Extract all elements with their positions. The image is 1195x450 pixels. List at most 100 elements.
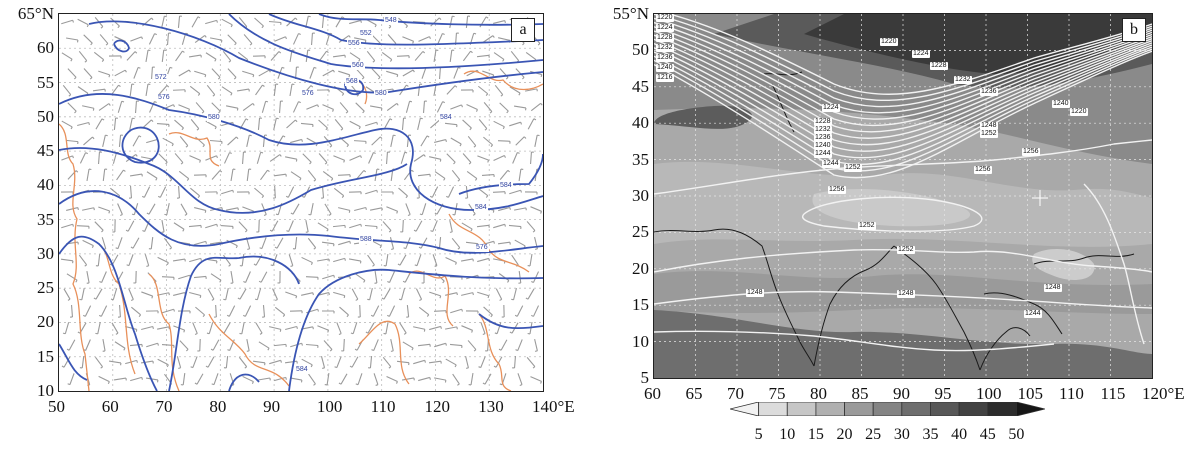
x-tick-label: 95	[934, 384, 952, 403]
x-tick-label: 70	[727, 384, 744, 403]
contour-label: 1244	[1024, 310, 1042, 318]
x-tick-label: 90	[893, 384, 910, 403]
x-tick-label: 75	[768, 384, 786, 403]
contour-label: 1224	[822, 104, 840, 112]
colorbar-tick-label: 30	[893, 426, 910, 443]
colorbar-tick-label: 10	[779, 426, 796, 443]
colorbar-bin	[758, 402, 788, 416]
colorbar-tick-label: 20	[836, 426, 853, 443]
x-tick-label: 100	[316, 397, 343, 416]
x-tick-label: 80	[209, 397, 227, 416]
coastline	[893, 245, 981, 371]
wind-speed-shading	[1032, 249, 1095, 280]
colorbar-bin	[872, 402, 903, 416]
height-contour	[228, 373, 260, 391]
height-contour	[113, 39, 130, 53]
y-tick-label: 35	[37, 209, 54, 229]
height-contour	[654, 42, 1152, 152]
contour-label: 576	[475, 244, 489, 252]
x-tick-label: 115	[1100, 384, 1126, 403]
colorbar-bin	[786, 402, 817, 416]
contour-label: 1232	[954, 76, 972, 84]
coastline	[654, 228, 815, 367]
contour-label: 1236	[814, 134, 832, 142]
height-contour	[654, 40, 1152, 146]
height-contour	[654, 21, 1152, 114]
y-tick-label: 20	[37, 312, 54, 332]
contour-label: 588	[359, 236, 373, 244]
panel-a-tag: a	[511, 18, 535, 42]
contour-label: 1256	[974, 166, 992, 174]
terrain-contour	[59, 123, 90, 391]
y-tick-label: 45	[37, 141, 54, 161]
height-contour	[654, 48, 1152, 172]
colorbar-tick-label: 45	[979, 426, 996, 443]
contour-label: 1220	[880, 38, 898, 46]
y-tick-label: 25	[37, 278, 54, 298]
contour-label: 584	[439, 114, 453, 122]
contour-label: 1248	[897, 290, 915, 298]
y-tick-label: 20	[632, 258, 649, 278]
terrain-contour	[168, 132, 220, 167]
colorbar-tick-label: 35	[922, 426, 939, 443]
x-tick-label: 130	[478, 397, 504, 416]
contour-label: 556	[347, 40, 361, 48]
contour-label: 1236	[980, 88, 998, 96]
y-tick-label: 30	[632, 186, 649, 205]
panel-b-tag: b	[1122, 18, 1146, 42]
contour-label: 576	[301, 90, 315, 98]
x-tick-label: 60	[644, 384, 661, 403]
contour-label: 1248	[1044, 284, 1062, 292]
colorbar-bin	[1015, 402, 1045, 416]
colorbar-bin	[844, 402, 874, 416]
height-contour	[59, 343, 88, 381]
contour-label: 560	[351, 62, 365, 70]
height-contour	[268, 14, 543, 46]
y-tick-label: 60	[37, 38, 54, 58]
colorbar	[730, 402, 1045, 416]
y-tick-label: 30	[37, 243, 54, 263]
x-tick-label: 120°E	[1142, 384, 1185, 403]
height-contour	[654, 139, 1152, 195]
contour-label: 1224	[912, 50, 930, 58]
panel-b: 55°N 50 45 40 35 30 25 20 15 10 5 60 65 70 75 80 85 90 95…	[595, 0, 1195, 450]
height-contour	[654, 248, 1152, 273]
contour-label: 548	[384, 17, 398, 25]
x-tick-label: 50	[48, 397, 65, 416]
y-tick-label: 15	[632, 295, 649, 315]
contour-label: 1216	[656, 74, 674, 82]
contour-label: 1232	[656, 44, 674, 52]
contour-label: 1220	[1070, 108, 1088, 116]
contour-label: 1252	[980, 130, 998, 138]
y-tick-label: 45	[632, 76, 649, 96]
contour-label: 1228	[814, 118, 832, 126]
coastline	[1033, 253, 1135, 265]
colorbar-bin	[930, 402, 960, 416]
contour-label: 1240	[814, 142, 832, 150]
contour-label: 1252	[844, 164, 862, 172]
height-contour	[288, 268, 543, 391]
panel-a-map: 548 552 556 560 568 572 576 576 580 580 584 584 584 5…	[58, 13, 544, 392]
y-tick-label: 55	[37, 72, 54, 92]
contour-label: 584	[295, 366, 309, 374]
wind-barbs	[60, 15, 543, 386]
contour-label: 1252	[858, 222, 876, 230]
x-tick-label: 90	[263, 397, 281, 416]
terrain-contour	[148, 273, 180, 391]
x-tick-label: 140°E	[532, 397, 575, 416]
height-contour	[88, 20, 543, 94]
contour-label: 1252	[897, 246, 915, 254]
terrain-contour	[358, 320, 410, 385]
height-contour	[59, 235, 158, 391]
y-tick-label: 50	[37, 106, 54, 126]
contour-label: 1240	[1052, 100, 1070, 108]
height-contour	[654, 38, 1152, 139]
y-tick-label: 35	[632, 149, 649, 169]
y-tick-label: 50	[632, 40, 649, 60]
y-tick-label: 5	[640, 368, 650, 387]
contour-label: 576	[157, 94, 171, 102]
height-contour	[168, 255, 300, 391]
terrain-contour	[208, 313, 290, 387]
height-contour	[666, 14, 1152, 95]
contour-label: 568	[345, 78, 359, 86]
